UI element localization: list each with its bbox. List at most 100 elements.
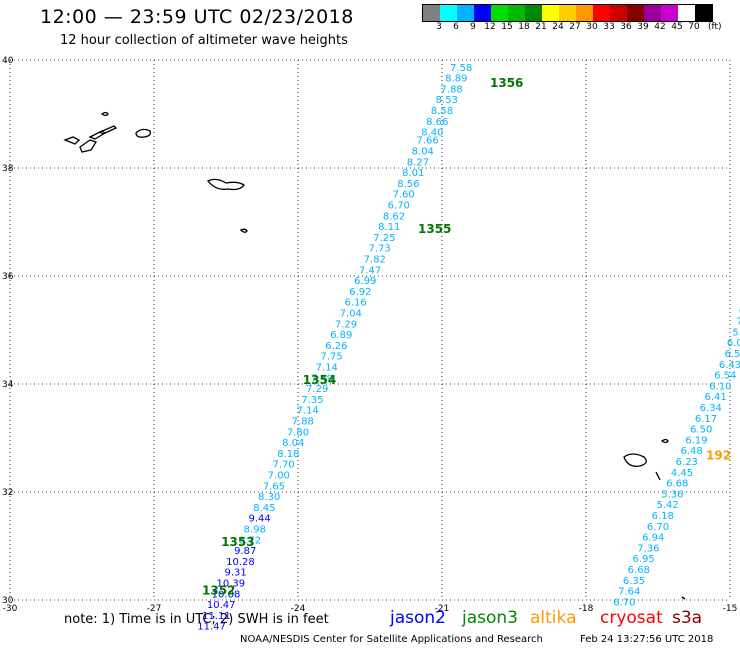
footer-credit: NOAA/NESDIS Center for Satellite Applica…	[240, 634, 543, 645]
swh-observation: 8.62	[383, 211, 405, 222]
swh-observation: 6.17	[695, 414, 717, 425]
desertas-island	[655, 471, 661, 481]
swh-observation: 8.98	[244, 525, 266, 536]
swh-observation: 8.53	[436, 95, 458, 106]
swh-observation: 7.47	[359, 265, 381, 276]
swh-observation: 9.87	[234, 546, 256, 557]
swh-observation: 7.75	[320, 352, 342, 363]
color-scale-label: 42	[654, 22, 666, 32]
latitude-tick-label: 40	[2, 56, 14, 66]
swh-observation: 8.30	[258, 492, 280, 503]
color-scale-label: 3	[436, 22, 442, 32]
color-scale-label: 70	[688, 22, 700, 32]
swh-observation: 8.58	[431, 106, 453, 117]
swh-observation: 6.94	[642, 533, 664, 544]
swh-observation: 7.29	[306, 384, 328, 395]
latitude-tick-label: 34	[2, 380, 14, 390]
swh-observation: 6	[739, 306, 740, 317]
swh-observation: 6.34	[700, 403, 722, 414]
color-scale-label: 39	[637, 22, 649, 32]
azores-island	[206, 178, 245, 191]
color-scale-bar	[422, 4, 713, 22]
swh-observation: 7.70	[272, 460, 294, 471]
swh-observation: 8.66	[426, 117, 448, 128]
legend-s3a: s3a	[672, 608, 703, 628]
swh-observation: 8.27	[407, 157, 429, 168]
color-scale-swatch	[474, 5, 491, 21]
azores-island	[88, 130, 107, 140]
color-scale-swatch	[508, 5, 525, 21]
swh-observation: 6.70	[388, 201, 410, 212]
swh-observation: 6.70	[613, 597, 635, 608]
color-scale-swatch	[491, 5, 508, 21]
longitude-tick-label: -24	[291, 604, 306, 614]
orbit-pass-label: 192	[706, 449, 731, 463]
swh-observation: 8.56	[397, 179, 419, 190]
swh-observation: 7.73	[368, 244, 390, 255]
footer-timestamp: Feb 24 13:27:56 UTC 2018	[580, 634, 714, 645]
color-scale-swatch	[576, 5, 593, 21]
color-scale-label: 18	[518, 22, 530, 32]
legend-altika: altika	[530, 608, 577, 628]
color-scale-label: 45	[671, 22, 683, 32]
color-scale-swatch	[542, 5, 559, 21]
swh-observation: 11.47	[197, 622, 226, 633]
color-scale-label: 33	[603, 22, 615, 32]
swh-observation: 6.10	[709, 381, 731, 392]
wave-height-observations: 7.588.897.888.538.588.668.407.668.048.27…	[197, 63, 740, 633]
porto-santo-island	[660, 438, 669, 444]
swh-observation: 7.65	[263, 481, 285, 492]
longitude-tick-label: -27	[147, 604, 162, 614]
swh-observation: 6.68	[666, 479, 688, 490]
azores-island	[135, 128, 152, 138]
latitude-tick-label: 32	[2, 488, 13, 498]
color-scale-swatch	[559, 5, 576, 21]
longitude-tick-label: -21	[435, 604, 450, 614]
color-scale-label: 27	[569, 22, 581, 32]
swh-observation: 6.16	[344, 298, 366, 309]
color-scale-label: 15	[501, 22, 513, 32]
longitude-tick-label: -30	[3, 604, 18, 614]
color-scale-swatch	[610, 5, 627, 21]
swh-observation: 8.04	[282, 438, 304, 449]
swh-observation: 8.01	[402, 168, 424, 179]
swh-observation: 7.36	[637, 543, 659, 554]
latitude-tick-label: 36	[2, 272, 14, 282]
color-scale-swatch	[440, 5, 457, 21]
swh-observation: 11.11	[202, 611, 231, 622]
swh-observation: 8.40	[421, 128, 443, 139]
swh-observation: 7.80	[287, 427, 309, 438]
swh-observation: 7.88	[440, 84, 462, 95]
orbit-pass-label: 1353	[221, 535, 254, 549]
orbit-pass-label: 1352	[202, 584, 235, 598]
land-masses	[63, 111, 686, 600]
legend-jason2: jason2	[390, 608, 446, 628]
longitude-tick-label: -18	[579, 604, 594, 614]
swh-observation: 6.99	[354, 276, 376, 287]
latitude-tick-label: 38	[2, 164, 14, 174]
swh-observation: 7.14	[316, 363, 338, 374]
color-scale-swatch	[423, 5, 440, 21]
longitude-tick-label: -15	[723, 604, 738, 614]
swh-observation: 8.18	[277, 449, 299, 460]
swh-observation: 6.89	[330, 330, 352, 341]
azores-island	[63, 136, 81, 145]
color-scale-swatch	[593, 5, 610, 21]
swh-observation: 7.82	[364, 255, 386, 266]
color-scale-label: 36	[620, 22, 632, 32]
swh-observation: 10.47	[207, 600, 236, 611]
swh-observation: 6.5	[724, 349, 740, 360]
swh-observation: 7	[736, 317, 740, 328]
swh-observation: 9.31	[224, 568, 246, 579]
swh-observation: 6.18	[652, 511, 674, 522]
swh-observation: 5.42	[656, 500, 678, 511]
swh-observation: 7.14	[296, 406, 318, 417]
orbit-pass-label: 1354	[303, 373, 336, 387]
swh-observation: 7.35	[301, 395, 323, 406]
legend-cryosat: cryosat	[600, 608, 663, 628]
swh-observation: 6.35	[623, 576, 645, 587]
azores-island	[79, 139, 97, 153]
swh-observation: 7.66	[416, 136, 438, 147]
selvagens-island	[681, 596, 686, 600]
